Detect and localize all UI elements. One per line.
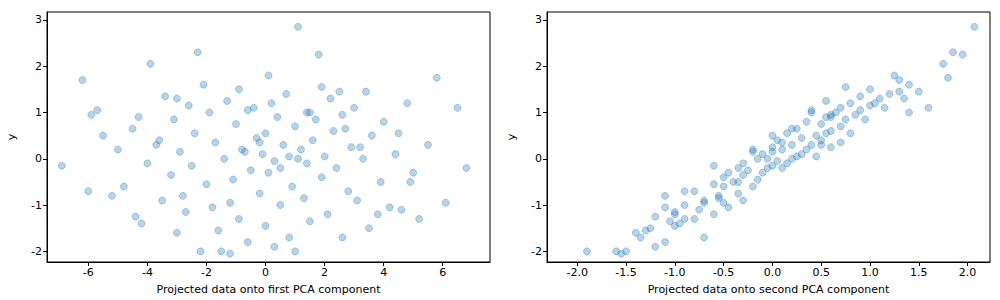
svg-text:1: 1 xyxy=(535,106,542,119)
svg-text:Projected data onto first PCA: Projected data onto first PCA component xyxy=(157,283,382,296)
svg-text:0.5: 0.5 xyxy=(812,266,830,279)
svg-text:2: 2 xyxy=(535,60,542,73)
svg-text:-2: -2 xyxy=(531,245,542,258)
svg-text:2: 2 xyxy=(35,60,42,73)
svg-text:1: 1 xyxy=(35,106,42,119)
svg-text:0: 0 xyxy=(262,266,269,279)
svg-text:0: 0 xyxy=(35,152,42,165)
svg-text:4: 4 xyxy=(380,266,387,279)
svg-text:-1: -1 xyxy=(31,199,42,212)
svg-text:Projected data onto second PCA: Projected data onto second PCA component xyxy=(648,283,890,296)
svg-text:6: 6 xyxy=(439,266,446,279)
svg-text:2: 2 xyxy=(321,266,328,279)
svg-text:0.0: 0.0 xyxy=(764,266,782,279)
svg-text:3: 3 xyxy=(535,13,542,26)
svg-text:3: 3 xyxy=(35,13,42,26)
svg-text:-0.5: -0.5 xyxy=(713,266,734,279)
svg-text:-1.0: -1.0 xyxy=(664,266,685,279)
svg-text:-4: -4 xyxy=(142,266,153,279)
svg-text:-6: -6 xyxy=(83,266,94,279)
svg-text:0: 0 xyxy=(535,152,542,165)
svg-text:2.0: 2.0 xyxy=(959,266,977,279)
svg-text:-2: -2 xyxy=(201,266,212,279)
svg-text:-2.0: -2.0 xyxy=(567,266,588,279)
svg-text:y: y xyxy=(505,133,518,140)
svg-text:1.0: 1.0 xyxy=(861,266,879,279)
svg-text:y: y xyxy=(5,133,18,140)
svg-text:-1: -1 xyxy=(531,199,542,212)
svg-text:-1.5: -1.5 xyxy=(615,266,636,279)
svg-text:1.5: 1.5 xyxy=(910,266,928,279)
svg-text:-2: -2 xyxy=(31,245,42,258)
